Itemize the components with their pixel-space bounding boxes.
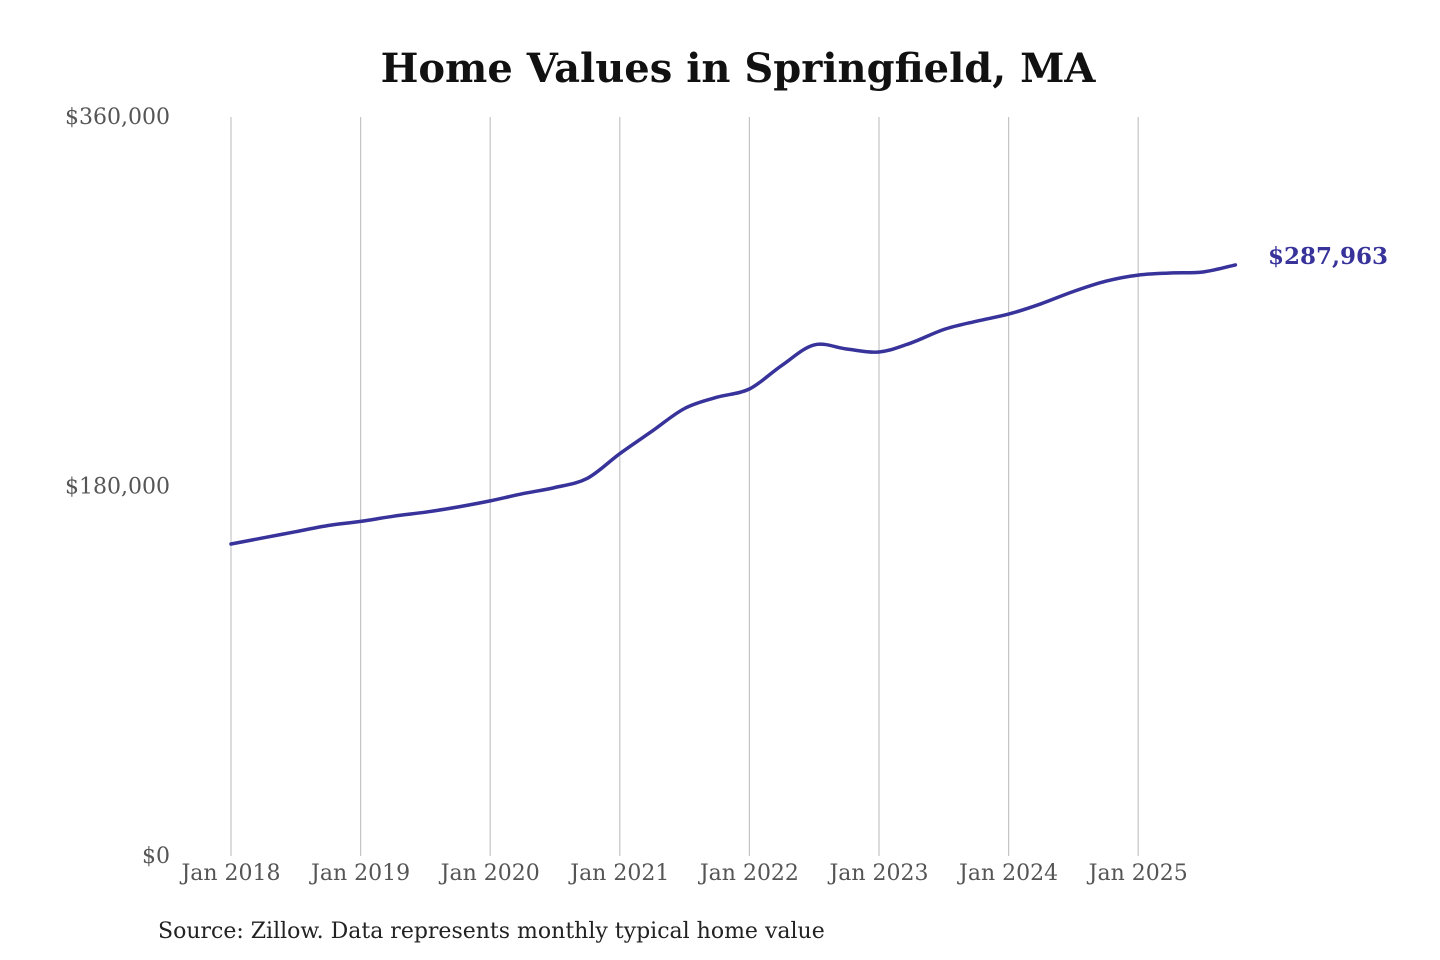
y-tick-label: $360,000	[65, 105, 170, 130]
x-tick-label: Jan 2020	[439, 861, 540, 886]
x-tick-label: Jan 2025	[1087, 861, 1188, 886]
end-value-label: $287,963	[1268, 243, 1388, 270]
y-tick-label: $0	[142, 844, 170, 869]
y-axis: $0 $180,000 $360,000	[65, 105, 170, 869]
x-tick-label: Jan 2019	[309, 861, 410, 886]
x-tick-label: Jan 2023	[827, 861, 928, 886]
x-tick-label: Jan 2024	[957, 861, 1058, 886]
grid-lines	[230, 117, 1139, 856]
chart-title: Home Values in Springfield, MA	[381, 45, 1097, 92]
x-tick-label: Jan 2022	[698, 861, 799, 886]
series-layer: $287,963	[229, 243, 1388, 546]
y-tick-label: $180,000	[65, 475, 170, 500]
x-tick-label: Jan 2021	[568, 861, 669, 886]
x-tick-label: Jan 2018	[179, 861, 280, 886]
source-note: Source: Zillow. Data represents monthly …	[158, 919, 825, 944]
x-axis: Jan 2018 Jan 2019 Jan 2020 Jan 2021 Jan 2022…	[179, 861, 1187, 886]
series-line	[229, 263, 1238, 546]
